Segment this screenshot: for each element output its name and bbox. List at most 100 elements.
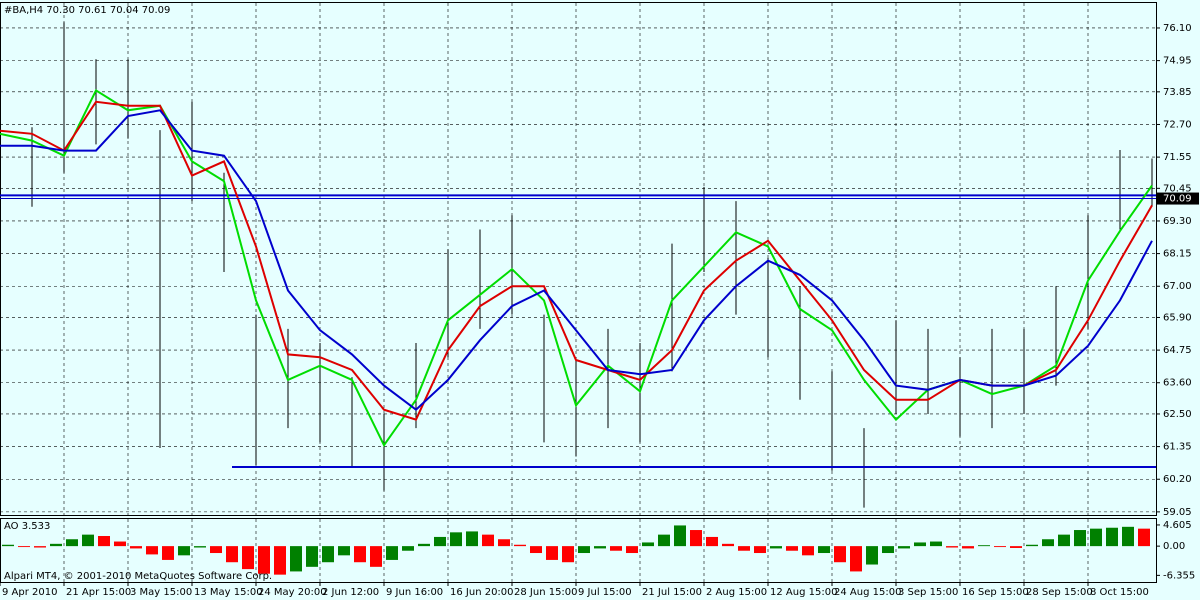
y-tick-label: -6.355	[1163, 570, 1195, 581]
x-tick-label: 2 Jun 12:00	[322, 587, 379, 598]
x-tick-label: 12 Aug 15:00	[770, 587, 837, 598]
y-tick-label: 69.30	[1163, 216, 1192, 227]
x-tick-label: 24 Aug 15:00	[834, 587, 901, 598]
ao-bar	[1026, 544, 1038, 547]
ao-bar	[450, 532, 462, 547]
ao-bar	[370, 546, 382, 567]
y-tick-label: 76.10	[1163, 23, 1192, 34]
ao-bar	[930, 541, 942, 547]
ao-bar	[866, 546, 878, 565]
x-tick-label: 21 Jul 15:00	[642, 587, 702, 598]
x-tick-label: 3 May 15:00	[130, 587, 192, 598]
ao-bar	[50, 543, 62, 547]
copyright: Alpari MT4, © 2001-2010 MetaQuotes Softw…	[4, 571, 272, 582]
ao-bar	[978, 545, 990, 547]
ao-bar	[434, 536, 446, 547]
ao-bar	[786, 546, 798, 551]
ao-bar	[1106, 527, 1118, 547]
moving-average-line	[0, 109, 1153, 412]
ao-bar	[1058, 534, 1070, 547]
y-tick-label: 64.75	[1163, 345, 1192, 356]
ao-bar	[386, 546, 398, 560]
ao-bar	[194, 546, 206, 548]
ao-bar	[962, 546, 974, 549]
x-tick-label: 9 Jun 16:00	[386, 587, 443, 598]
y-tick-label: 72.70	[1163, 119, 1192, 130]
y-tick-label: 60.20	[1163, 474, 1192, 485]
ao-bar	[1042, 539, 1054, 547]
ao-bar	[658, 534, 670, 547]
x-tick-label: 9 Apr 2010	[2, 587, 57, 598]
ao-bar	[322, 546, 334, 563]
ao-bar	[578, 546, 590, 554]
ao-bar	[738, 546, 750, 551]
x-tick-label: 21 Apr 15:00	[66, 587, 131, 598]
x-tick-label: 2 Aug 15:00	[706, 587, 767, 598]
ao-bar	[1074, 530, 1086, 547]
ao-bar	[626, 546, 638, 554]
ao-bar	[610, 546, 622, 551]
x-tick-label: 13 May 15:00	[194, 587, 263, 598]
ao-bar	[850, 546, 862, 572]
ao-bar	[306, 546, 318, 567]
ao-bar	[482, 534, 494, 547]
y-tick-label: 61.35	[1163, 442, 1192, 453]
ao-bar	[242, 546, 254, 570]
indicator-title: AO 3.533	[4, 521, 50, 532]
ao-bar	[562, 546, 574, 563]
ao-bar	[690, 530, 702, 547]
ao-bar	[642, 542, 654, 547]
ao-bar	[754, 546, 766, 554]
ao-bar	[530, 546, 542, 554]
chart-title: #BA,H4 70.30 70.61 70.04 70.09	[4, 5, 170, 16]
ao-bar	[834, 546, 846, 563]
ao-bar	[210, 546, 222, 554]
price-panel-frame	[0, 2, 1157, 516]
ao-bar	[258, 546, 270, 574]
y-tick-label: 68.15	[1163, 249, 1192, 260]
x-tick-label: 8 Oct 15:00	[1090, 587, 1149, 598]
ao-bar	[946, 546, 958, 548]
ao-bar	[354, 546, 366, 563]
ao-bar	[338, 546, 350, 556]
ao-bar	[882, 546, 894, 554]
ao-bar	[418, 543, 430, 547]
ao-bar	[2, 544, 14, 547]
ao-bar	[1010, 546, 1022, 548]
ao-bar	[34, 546, 46, 548]
ao-bar	[498, 539, 510, 547]
y-tick-label: 59.05	[1163, 507, 1192, 518]
ao-bar	[466, 531, 478, 547]
ao-bar	[594, 546, 606, 549]
y-tick-label: 63.60	[1163, 378, 1192, 389]
ao-bar	[802, 546, 814, 556]
x-tick-label: 9 Jul 15:00	[578, 587, 632, 598]
ao-bar	[274, 546, 286, 575]
ao-bar	[914, 542, 926, 547]
y-tick-label: 0.00	[1163, 541, 1185, 552]
ao-panel-frame	[0, 518, 1157, 583]
ao-bar	[546, 546, 558, 560]
ao-bar	[1090, 528, 1102, 547]
ao-bar	[706, 536, 718, 547]
y-tick-label: 4.605	[1163, 520, 1192, 531]
y-tick-label: 71.55	[1163, 152, 1192, 163]
ao-bar	[770, 546, 782, 549]
y-tick-label: 70.45	[1163, 183, 1192, 194]
ao-bar	[178, 546, 190, 556]
ao-bar	[674, 525, 686, 547]
ao-bar	[290, 546, 302, 572]
ao-bar	[130, 546, 142, 549]
ao-bar	[818, 546, 830, 554]
y-tick-label: 62.50	[1163, 409, 1192, 420]
ao-bar	[722, 543, 734, 547]
ao-bar	[66, 539, 78, 547]
y-tick-label: 73.85	[1163, 87, 1192, 98]
ao-bar	[114, 541, 126, 547]
ao-bar	[1138, 528, 1150, 547]
x-tick-label: 24 May 20:00	[258, 587, 327, 598]
y-tick-label: 65.90	[1163, 312, 1192, 323]
ao-bar	[98, 536, 110, 547]
ao-bar	[226, 546, 238, 563]
